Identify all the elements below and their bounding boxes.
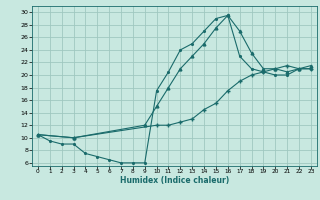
X-axis label: Humidex (Indice chaleur): Humidex (Indice chaleur) xyxy=(120,176,229,185)
